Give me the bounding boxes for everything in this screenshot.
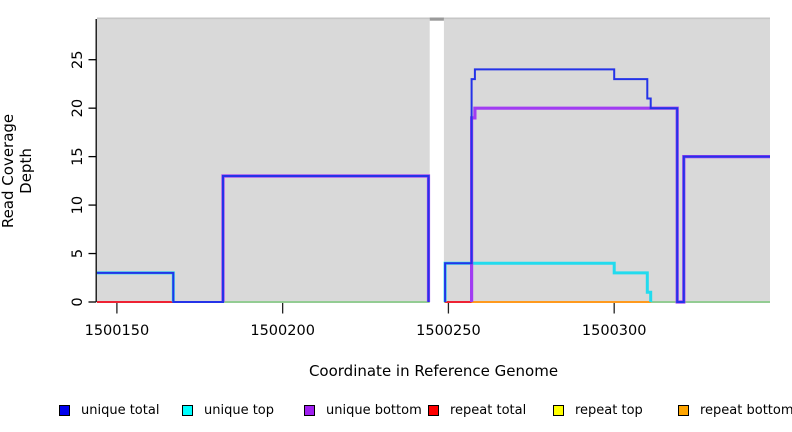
x-tick-label: 1500300 [582,323,647,339]
legend-label: unique total [81,402,160,418]
x-tick-label: 1500200 [250,323,315,339]
y-axis-title: Read Coverage Depth [0,113,35,229]
y-tick-label: 0 [70,297,86,306]
legend-item-repeat-total: repeat total [428,402,526,418]
legend-label: repeat top [575,402,643,418]
series-unique-top [443,261,653,302]
x-tick-label: 1500150 [85,323,150,339]
legend-item-repeat-top: repeat top [553,402,643,418]
legend-label: repeat total [450,402,527,418]
legend-label: unique top [204,402,275,418]
legend-item-unique-bottom: unique bottom [304,402,422,418]
legend-label: repeat bottom [700,402,792,418]
y-tick-label: 5 [70,249,86,258]
series-unique-total [97,175,430,303]
legend-swatch-repeat-top [553,404,564,416]
legend-item-unique-total: unique total [59,402,159,418]
legend-swatch-unique-bottom [304,404,315,416]
legend-swatch-unique-top [182,404,193,416]
y-tick-label: 20 [70,99,86,117]
y-tick-label: 10 [70,196,86,214]
series-unique-total [444,68,770,303]
no-data-gap-cap [429,17,444,21]
legend-item-unique-top: unique top [182,402,274,418]
legend-swatch-unique-total [59,404,70,416]
no-data-gap [429,19,444,304]
y-tick-label: 15 [70,147,86,165]
legend-swatch-repeat-bottom [678,404,689,416]
x-tick-label: 1500250 [416,323,481,339]
x-axis-title: Coordinate in Reference Genome [308,362,559,380]
chart-legend: unique total unique top unique bottom repea… [0,400,792,426]
y-tick-label: 25 [70,50,86,68]
legend-item-repeat-bottom: repeat bottom [678,402,792,418]
legend-label: unique bottom [326,402,422,418]
legend-swatch-repeat-total [428,404,439,416]
